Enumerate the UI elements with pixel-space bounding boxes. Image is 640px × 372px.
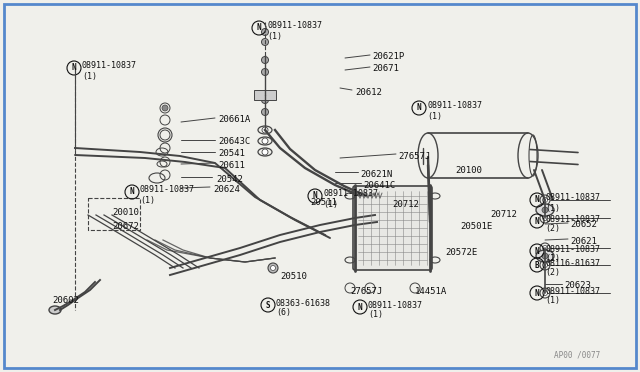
Circle shape — [262, 127, 268, 133]
Text: 20661A: 20661A — [218, 115, 250, 124]
FancyBboxPatch shape — [254, 90, 276, 100]
Text: 08911-10837: 08911-10837 — [323, 189, 378, 199]
Circle shape — [543, 198, 547, 202]
Text: 20652: 20652 — [570, 220, 597, 229]
Text: (1): (1) — [545, 254, 560, 263]
Text: N: N — [313, 192, 317, 201]
Ellipse shape — [49, 306, 61, 314]
Text: 20542: 20542 — [216, 175, 243, 184]
Text: N: N — [534, 289, 540, 298]
Text: 20621: 20621 — [570, 237, 597, 246]
Text: 27657J: 27657J — [350, 287, 382, 296]
Text: N: N — [534, 217, 540, 225]
Text: 20100: 20100 — [455, 166, 482, 175]
Text: N: N — [257, 23, 261, 32]
Circle shape — [542, 207, 548, 213]
Circle shape — [262, 57, 269, 64]
Circle shape — [268, 263, 278, 273]
Text: 14451A: 14451A — [415, 287, 447, 296]
Circle shape — [262, 29, 269, 35]
Text: N: N — [130, 187, 134, 196]
Text: 20624: 20624 — [213, 185, 240, 194]
Text: N: N — [417, 103, 421, 112]
Circle shape — [162, 105, 168, 111]
Text: (1): (1) — [323, 199, 338, 208]
Text: 20712: 20712 — [392, 200, 419, 209]
Text: 20572E: 20572E — [445, 248, 477, 257]
Circle shape — [543, 215, 547, 221]
Text: 20712: 20712 — [490, 210, 517, 219]
Text: 08911-10837: 08911-10837 — [545, 215, 600, 224]
Text: 20643C: 20643C — [218, 137, 250, 146]
Text: 20612: 20612 — [355, 88, 382, 97]
FancyBboxPatch shape — [353, 186, 432, 270]
Text: 20010: 20010 — [112, 208, 139, 217]
Circle shape — [271, 266, 275, 270]
Circle shape — [262, 38, 269, 45]
Text: 08911-10837: 08911-10837 — [545, 193, 600, 202]
Text: B: B — [534, 260, 540, 269]
Text: 08911-10837: 08911-10837 — [545, 286, 600, 295]
Text: 20511: 20511 — [310, 198, 337, 207]
Text: (1): (1) — [545, 203, 560, 212]
Text: (2): (2) — [545, 224, 560, 234]
Text: N: N — [358, 302, 362, 311]
Ellipse shape — [536, 250, 554, 262]
Circle shape — [542, 253, 548, 259]
Text: AP00 /0077: AP00 /0077 — [554, 351, 600, 360]
Text: 08911-10837: 08911-10837 — [545, 244, 600, 253]
Text: 20510: 20510 — [280, 272, 307, 281]
Text: 20541: 20541 — [218, 149, 245, 158]
Circle shape — [543, 263, 547, 267]
Text: N: N — [72, 64, 76, 73]
Text: N: N — [534, 247, 540, 256]
Text: (1): (1) — [140, 196, 155, 205]
Text: 27657J: 27657J — [398, 152, 430, 161]
Circle shape — [543, 246, 547, 250]
Text: 08911-10837: 08911-10837 — [427, 102, 482, 110]
Text: 08911-10837: 08911-10837 — [82, 61, 137, 71]
Text: 20623: 20623 — [564, 281, 591, 290]
Ellipse shape — [536, 204, 554, 216]
Text: 08363-61638: 08363-61638 — [276, 298, 331, 308]
Text: 20501E: 20501E — [460, 222, 492, 231]
Text: (6): (6) — [276, 308, 291, 317]
Text: 08911-10837: 08911-10837 — [140, 186, 195, 195]
Circle shape — [262, 68, 269, 76]
Text: N: N — [534, 196, 540, 205]
Text: 20611: 20611 — [218, 161, 245, 170]
Text: (1): (1) — [545, 296, 560, 305]
Circle shape — [262, 109, 269, 115]
Text: 08911-10837: 08911-10837 — [267, 22, 322, 31]
Text: 20641C: 20641C — [363, 181, 396, 190]
Circle shape — [543, 291, 547, 295]
Text: 20672: 20672 — [112, 222, 139, 231]
Text: 08116-81637: 08116-81637 — [545, 259, 600, 267]
Circle shape — [262, 96, 269, 103]
Text: (1): (1) — [427, 112, 442, 121]
Text: 20602: 20602 — [52, 296, 79, 305]
Circle shape — [262, 138, 268, 144]
Text: (1): (1) — [267, 32, 282, 41]
Text: 20621P: 20621P — [372, 52, 404, 61]
Text: 20621N: 20621N — [360, 170, 392, 179]
Text: (1): (1) — [82, 71, 97, 80]
Text: (1): (1) — [368, 311, 383, 320]
Text: S: S — [266, 301, 270, 310]
Circle shape — [262, 149, 268, 155]
Text: 20671: 20671 — [372, 64, 399, 73]
Text: 08911-10837: 08911-10837 — [368, 301, 423, 310]
Text: (2): (2) — [545, 269, 560, 278]
